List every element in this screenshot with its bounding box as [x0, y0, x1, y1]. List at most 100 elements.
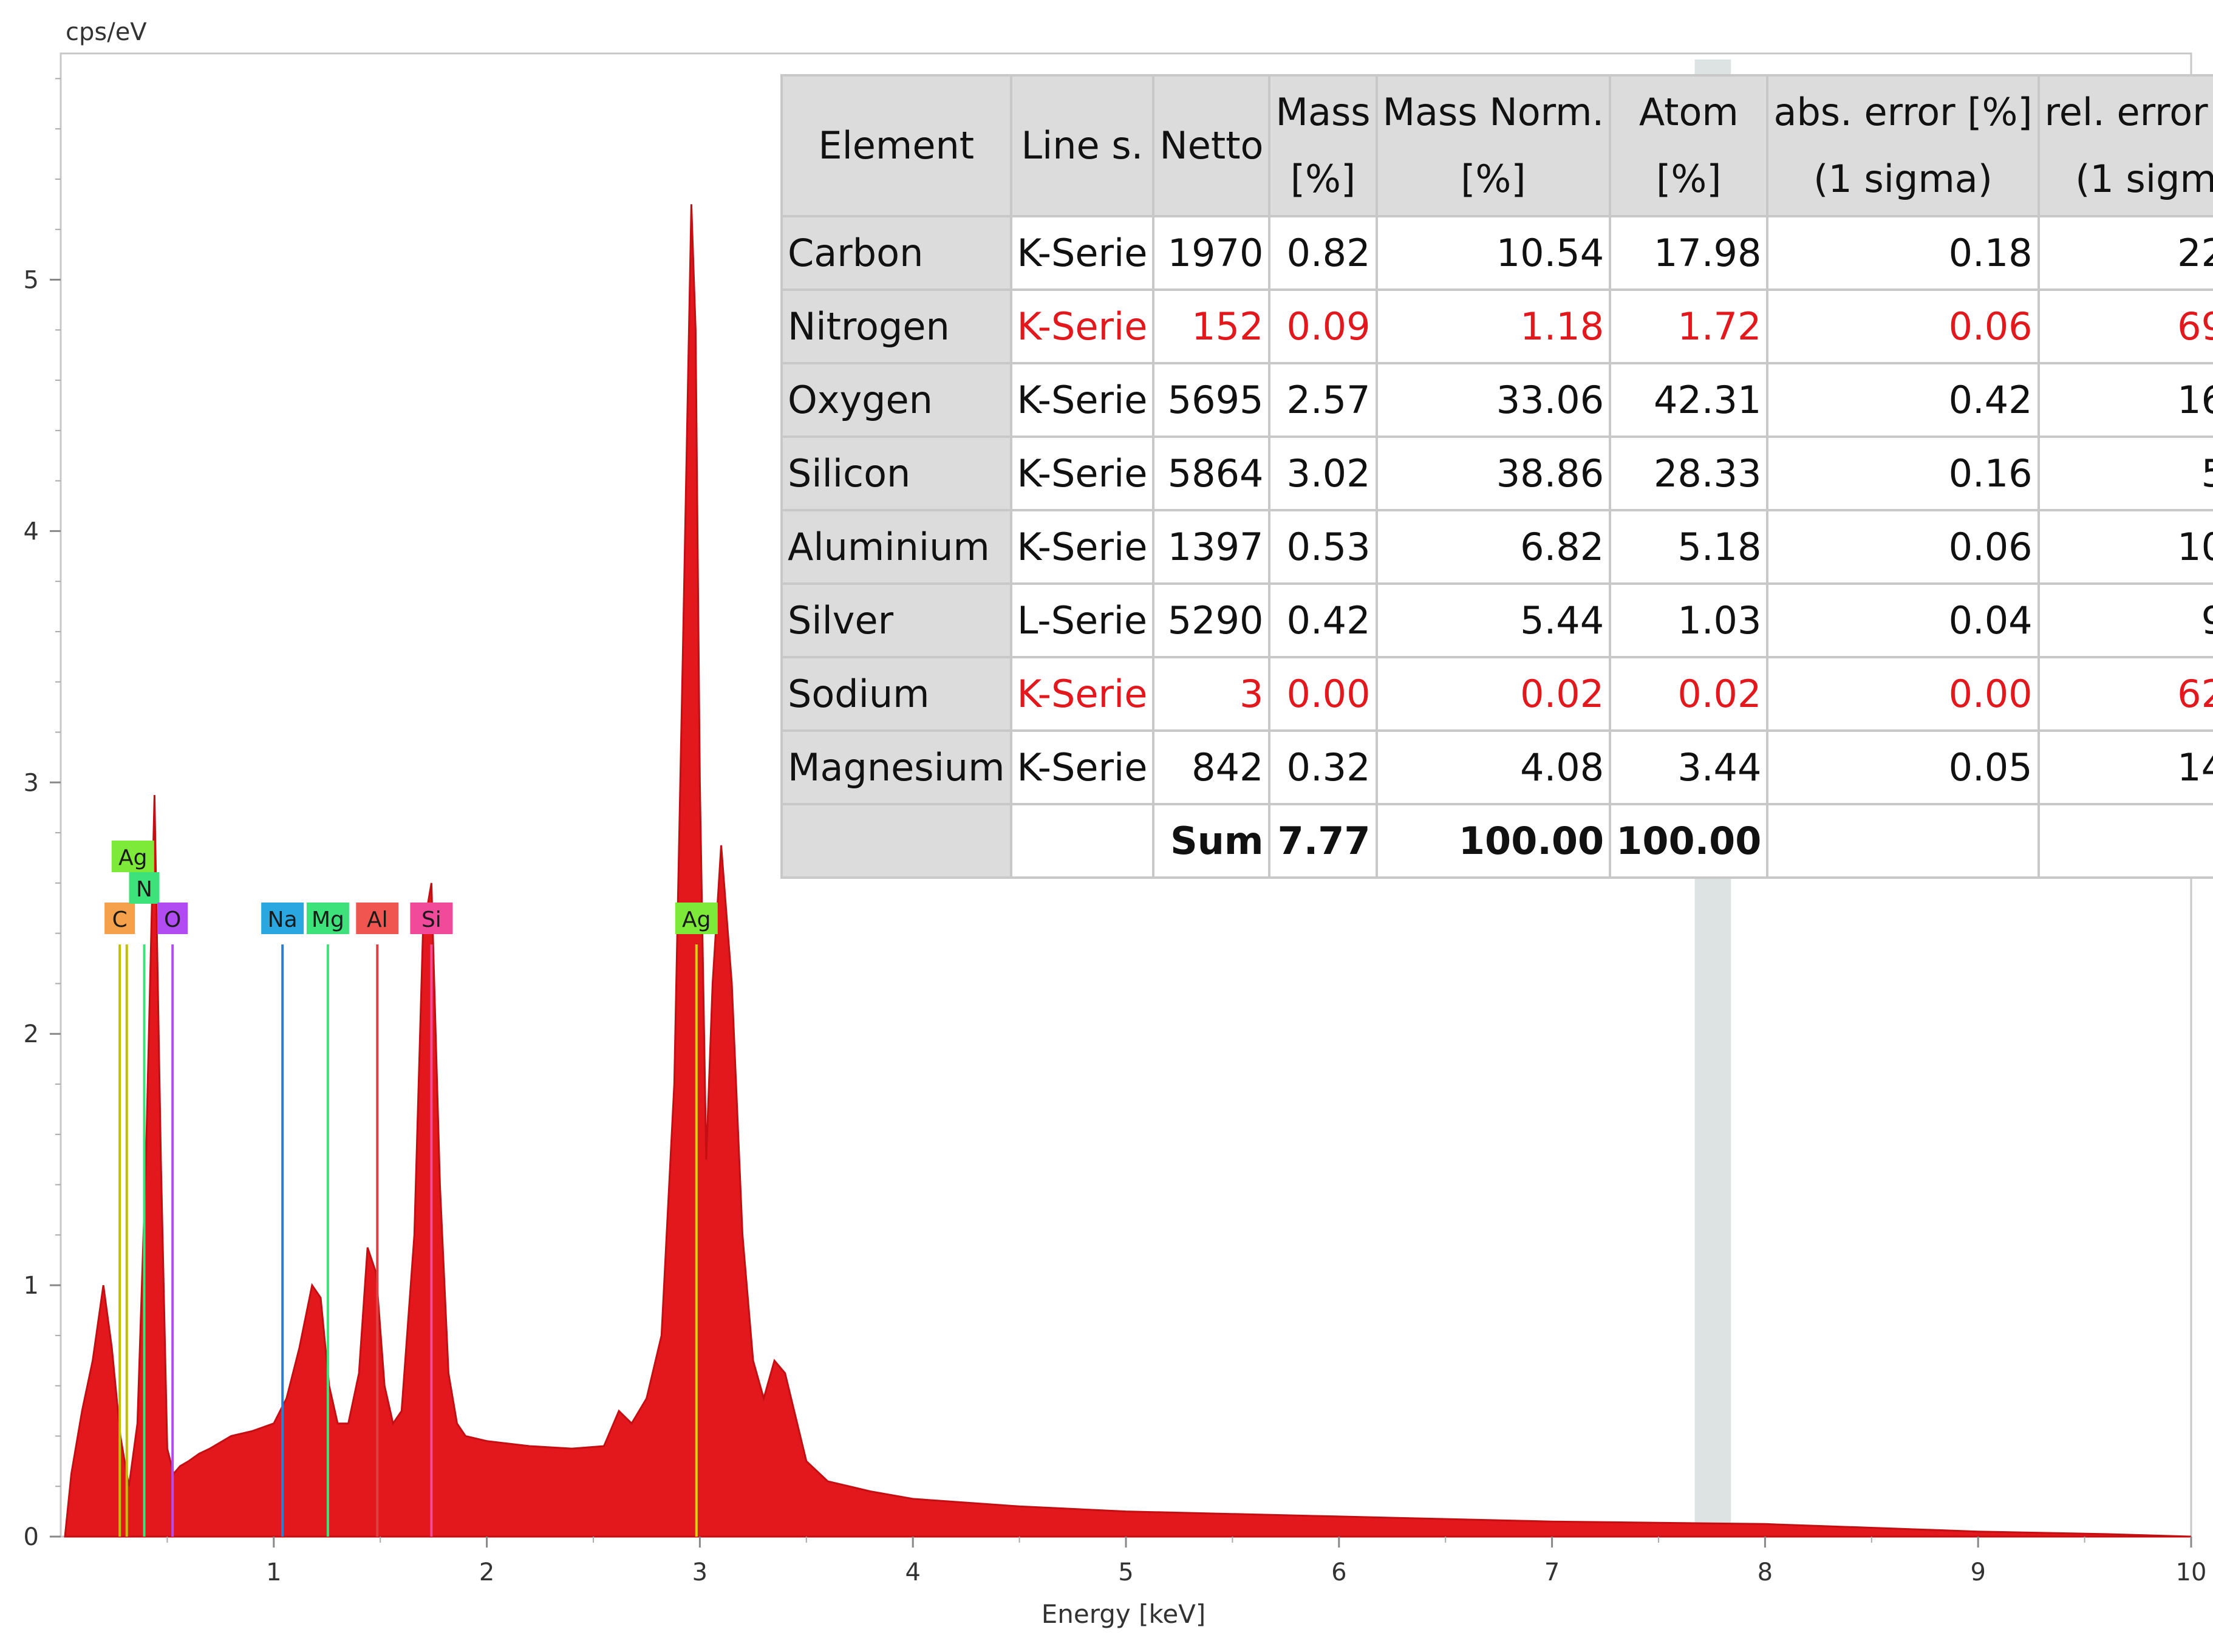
- quantification-table: Element Line s. Netto Mass [%] Mass Norm. [%] A…: [780, 74, 2213, 879]
- x-tick-label: 1: [266, 1558, 281, 1586]
- table-cell-rel-err: 10.53: [2037, 509, 2213, 585]
- table-header-cell: abs. error [%] (1 sigma): [1766, 74, 2040, 217]
- sum-cell-mass: 7.77: [1268, 803, 1378, 879]
- table-cell-element: Silicon: [780, 435, 1012, 511]
- table-cell-abs-err: 0.00: [1766, 656, 2040, 732]
- table-cell-mass: 2.57: [1268, 362, 1378, 438]
- sum-cell-mass-norm: 100.00: [1375, 803, 1612, 879]
- table-cell-atom: 28.33: [1609, 435, 1769, 511]
- x-tick-label: 2: [479, 1558, 494, 1586]
- y-tick-label: 4: [24, 517, 39, 545]
- table-cell-line: K-Serie: [1009, 288, 1155, 364]
- sum-cell-atom: 100.00: [1609, 803, 1769, 879]
- y-tick-label: 5: [24, 267, 39, 295]
- table-row: AluminiumK-Serie13970.536.825.180.0610.5…: [780, 509, 2213, 585]
- marker-tag-ag: [111, 841, 154, 872]
- table-cell-abs-err: 0.05: [1766, 729, 2040, 805]
- table-cell-line: L-Serie: [1009, 582, 1155, 658]
- spectrum-area: [64, 204, 2192, 1538]
- table-header-cell: Mass [%]: [1268, 74, 1378, 217]
- table-cell-atom: 3.44: [1609, 729, 1769, 805]
- x-tick-label: 4: [905, 1558, 920, 1586]
- table-cell-mass-norm: 33.06: [1375, 362, 1612, 438]
- table-header-cell: rel. error [%] (1 sigma): [2037, 74, 2213, 217]
- marker-tag-si: [410, 903, 453, 934]
- table-header-text: rel. error [%]: [2044, 90, 2213, 134]
- marker-label-na: Na: [268, 907, 298, 932]
- table-cell-mass: 0.53: [1268, 509, 1378, 585]
- sum-cell-empty: [1766, 803, 2040, 879]
- y-tick-label: 2: [24, 1020, 39, 1048]
- table-cell-rel-err: 62.00: [2037, 656, 2213, 732]
- table-cell-netto: 842: [1152, 729, 1271, 805]
- table-cell-mass: 3.02: [1268, 435, 1378, 511]
- table-cell-netto: 152: [1152, 288, 1271, 364]
- table-cell-mass: 0.09: [1268, 288, 1378, 364]
- quantification-table-wrap: Element Line s. Netto Mass [%] Mass Norm. [%] A…: [780, 74, 2213, 879]
- table-cell-mass: 0.42: [1268, 582, 1378, 658]
- table-cell-abs-err: 0.06: [1766, 509, 2040, 585]
- table-cell-netto: 1970: [1152, 215, 1271, 291]
- sum-cell-empty: [2037, 803, 2213, 879]
- marker-label-ag: Ag: [118, 845, 147, 870]
- table-cell-rel-err: 9.66: [2037, 582, 2213, 658]
- sum-cell-label: Sum: [1152, 803, 1271, 879]
- table-header-text: abs. error [%]: [1773, 90, 2033, 134]
- table-cell-mass-norm: 4.08: [1375, 729, 1612, 805]
- x-tick-label: 6: [1331, 1558, 1346, 1586]
- table-cell-element: Aluminium: [780, 509, 1012, 585]
- x-tick-label: 3: [692, 1558, 708, 1586]
- table-cell-mass: 0.82: [1268, 215, 1378, 291]
- table-cell-atom: 1.72: [1609, 288, 1769, 364]
- table-cell-mass-norm: 0.02: [1375, 656, 1612, 732]
- table-cell-rel-err: 14.92: [2037, 729, 2213, 805]
- table-header-text: Element: [818, 123, 975, 168]
- marker-label-si: Si: [421, 907, 442, 932]
- x-tick-label: 10: [2176, 1558, 2207, 1586]
- table-cell-atom: 42.31: [1609, 362, 1769, 438]
- table-header-text: Netto: [1159, 123, 1264, 168]
- table-cell-mass-norm: 6.82: [1375, 509, 1612, 585]
- table-cell-line: K-Serie: [1009, 656, 1155, 732]
- table-cell-mass: 0.00: [1268, 656, 1378, 732]
- sum-cell-empty: [780, 803, 1012, 879]
- table-cell-mass-norm: 10.54: [1375, 215, 1612, 291]
- table-header-cell: Line s.: [1009, 74, 1155, 217]
- table-cell-abs-err: 0.42: [1766, 362, 2040, 438]
- y-tick-label: 1: [24, 1272, 39, 1300]
- sum-cell-empty: [1009, 803, 1155, 879]
- marker-label-n: N: [136, 877, 152, 902]
- table-cell-atom: 0.02: [1609, 656, 1769, 732]
- table-cell-atom: 17.98: [1609, 215, 1769, 291]
- table-cell-element: Carbon: [780, 215, 1012, 291]
- x-tick-label: 8: [1758, 1558, 1773, 1586]
- table-cell-rel-err: 16.27: [2037, 362, 2213, 438]
- table-cell-rel-err: 5.28: [2037, 435, 2213, 511]
- table-header-row: Element Line s. Netto Mass [%] Mass Norm. [%] A…: [780, 74, 2213, 217]
- table-cell-line: K-Serie: [1009, 729, 1155, 805]
- table-header-text: [%]: [1290, 157, 1356, 201]
- x-tick-label: 9: [1970, 1558, 1985, 1586]
- table-header-cell: Netto: [1152, 74, 1271, 217]
- table-cell-element: Sodium: [780, 656, 1012, 732]
- x-tick-label: 5: [1118, 1558, 1133, 1586]
- table-cell-netto: 5695: [1152, 362, 1271, 438]
- x-tick-label: 7: [1544, 1558, 1560, 1586]
- marker-tag-c: [104, 903, 135, 934]
- marker-tag-na: [261, 903, 304, 934]
- marker-tag-n: [129, 872, 160, 904]
- table-cell-element: Nitrogen: [780, 288, 1012, 364]
- table-cell-netto: 5864: [1152, 435, 1271, 511]
- marker-tag-ag: [675, 903, 718, 934]
- table-header-text: [%]: [1656, 157, 1722, 201]
- table-cell-atom: 5.18: [1609, 509, 1769, 585]
- table-cell-abs-err: 0.16: [1766, 435, 2040, 511]
- marker-tag-al: [356, 903, 399, 934]
- table-cell-element: Magnesium: [780, 729, 1012, 805]
- table-cell-line: K-Serie: [1009, 215, 1155, 291]
